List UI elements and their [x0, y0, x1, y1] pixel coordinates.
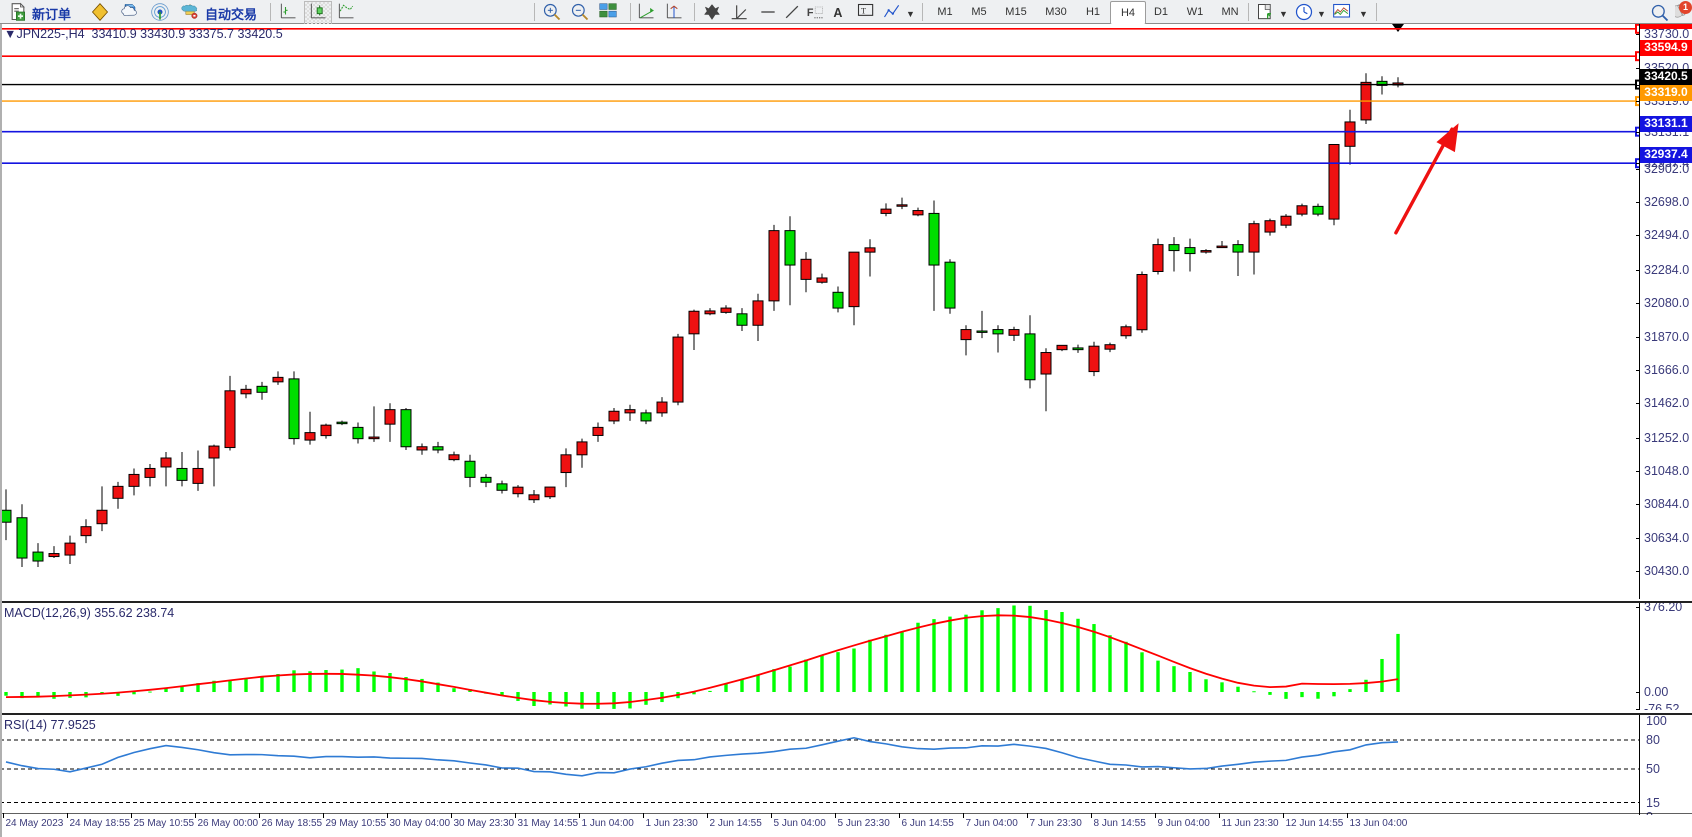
svg-text:T: T: [861, 7, 866, 16]
svg-text:A: A: [833, 6, 842, 20]
svg-text:F: F: [807, 7, 814, 19]
